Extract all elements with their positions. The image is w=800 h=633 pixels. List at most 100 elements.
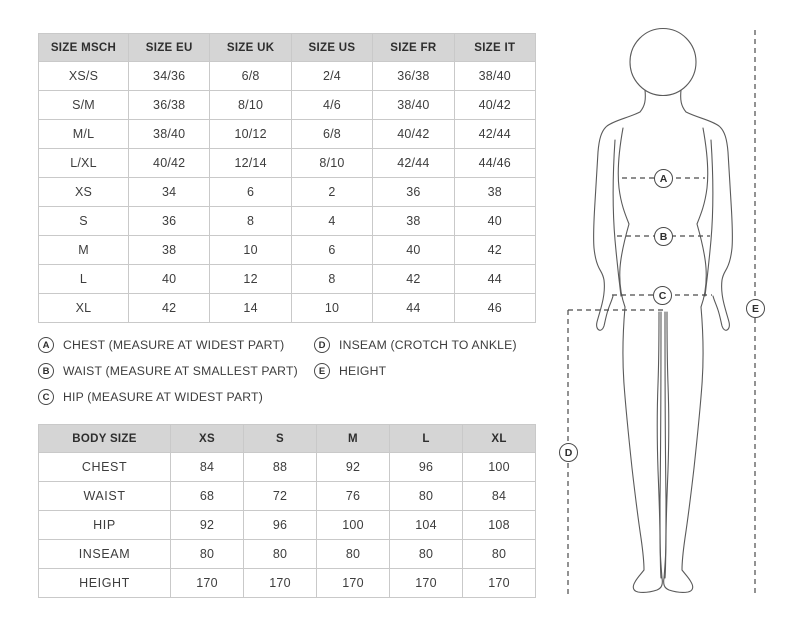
cell: 80 [389, 481, 463, 511]
cell: 170 [170, 568, 244, 598]
legend-column-right: D INSEAM (CROTCH TO ANKLE) E HEIGHT [314, 332, 517, 384]
size-conversion-table: SIZE MSCH SIZE EU SIZE UK SIZE US SIZE F… [38, 33, 536, 323]
badge-e-icon: E [314, 363, 330, 379]
column-header-xl: XL [462, 424, 536, 453]
cell: 42/44 [372, 148, 455, 178]
cell: 8 [209, 206, 292, 236]
column-header-size-fr: SIZE FR [372, 33, 455, 62]
table-row: CHEST 84 88 92 96 100 [38, 452, 536, 482]
cell: 38/40 [127, 119, 211, 149]
legend-label-waist: WAIST (MEASURE AT SMALLEST PART) [63, 364, 298, 378]
column-header-size-uk: SIZE UK [209, 33, 292, 62]
column-header-s: S [243, 424, 317, 453]
table-row: S 36 8 4 38 40 [38, 206, 536, 236]
cell: 34/36 [127, 61, 211, 91]
chest-marker: A [654, 169, 673, 188]
table-row: M/L 38/40 10/12 6/8 40/42 42/44 [38, 119, 536, 149]
body-figure-diagram: A B C D E [545, 0, 800, 633]
cell: 4 [290, 206, 374, 236]
table-row: M 38 10 6 40 42 [38, 235, 536, 265]
cell: 12/14 [209, 148, 292, 178]
legend-column-left: A CHEST (MEASURE AT WIDEST PART) B WAIST… [38, 332, 298, 410]
cell: 40/42 [372, 119, 455, 149]
row-label-hip: HIP [38, 510, 171, 540]
cell: 42 [453, 235, 536, 265]
cell: XL [38, 293, 129, 323]
cell: 2 [290, 177, 374, 207]
body-outline-illustration [567, 27, 756, 595]
height-marker: E [746, 299, 765, 318]
cell: 44 [453, 264, 536, 294]
hip-marker: C [653, 286, 672, 305]
cell: 38 [127, 235, 211, 265]
table-row: XS/S 34/36 6/8 2/4 36/38 38/40 [38, 61, 536, 91]
cell: 80 [170, 539, 244, 569]
cell: 170 [243, 568, 317, 598]
measurement-legend: A CHEST (MEASURE AT WIDEST PART) B WAIST… [38, 332, 538, 414]
torso-contour [617, 127, 630, 308]
left-arm-inner [612, 139, 622, 297]
cell: 76 [316, 481, 390, 511]
cell: 6 [209, 177, 292, 207]
cell: 40 [372, 235, 455, 265]
cell: 40/42 [127, 148, 211, 178]
cell: 96 [243, 510, 317, 540]
cell: 92 [316, 452, 390, 482]
cell: 40 [127, 264, 211, 294]
row-label-inseam: INSEAM [38, 539, 171, 569]
cell: S [38, 206, 129, 236]
cell: 8/10 [209, 90, 292, 120]
head-shape [629, 27, 697, 97]
table-row: XS 34 6 2 36 38 [38, 177, 536, 207]
cell: 38 [453, 177, 536, 207]
cell: 14 [209, 293, 292, 323]
legend-item-chest: A CHEST (MEASURE AT WIDEST PART) [38, 332, 298, 358]
left-leg [622, 306, 663, 593]
cell: XS [38, 177, 129, 207]
column-header-xs: XS [170, 424, 244, 453]
cell: 40 [453, 206, 536, 236]
table-row: S/M 36/38 8/10 4/6 38/40 40/42 [38, 90, 536, 120]
cell: XS/S [38, 61, 129, 91]
column-header-l: L [389, 424, 463, 453]
legend-item-inseam: D INSEAM (CROTCH TO ANKLE) [314, 332, 517, 358]
badge-b-icon: B [38, 363, 54, 379]
cell: 10 [209, 235, 292, 265]
column-header-m: M [316, 424, 390, 453]
cell: 12 [209, 264, 292, 294]
cell: M [38, 235, 129, 265]
cell: 4/6 [290, 90, 374, 120]
table-row: HEIGHT 170 170 170 170 170 [38, 568, 536, 598]
legend-item-hip: C HIP (MEASURE AT WIDEST PART) [38, 384, 298, 410]
table-row: L 40 12 8 42 44 [38, 264, 536, 294]
table-row: INSEAM 80 80 80 80 80 [38, 539, 536, 569]
cell: 80 [316, 539, 390, 569]
inseam-marker: D [559, 443, 578, 462]
badge-c-icon: C [38, 389, 54, 405]
right-leg [663, 306, 704, 593]
cell: 84 [170, 452, 244, 482]
cell: 80 [389, 539, 463, 569]
cell: 38 [372, 206, 455, 236]
cell: 44/46 [453, 148, 536, 178]
cell: 40/42 [453, 90, 536, 120]
row-label-height: HEIGHT [38, 568, 171, 598]
cell: 36/38 [127, 90, 211, 120]
cell: 72 [243, 481, 317, 511]
table-row: L/XL 40/42 12/14 8/10 42/44 44/46 [38, 148, 536, 178]
cell: 46 [453, 293, 536, 323]
cell: 42 [372, 264, 455, 294]
legend-label-chest: CHEST (MEASURE AT WIDEST PART) [63, 338, 285, 352]
cell: S/M [38, 90, 129, 120]
body-outline-path [593, 89, 646, 331]
cell: 84 [462, 481, 536, 511]
column-header-body-size: BODY SIZE [38, 424, 171, 453]
badge-a-icon: A [38, 337, 54, 353]
table-row: WAIST 68 72 76 80 84 [38, 481, 536, 511]
legend-label-inseam: INSEAM (CROTCH TO ANKLE) [339, 338, 517, 352]
cell: 42 [127, 293, 211, 323]
column-header-size-msch: SIZE MSCH [38, 33, 129, 62]
cell: 44 [372, 293, 455, 323]
cell: 96 [389, 452, 463, 482]
cell: 80 [462, 539, 536, 569]
